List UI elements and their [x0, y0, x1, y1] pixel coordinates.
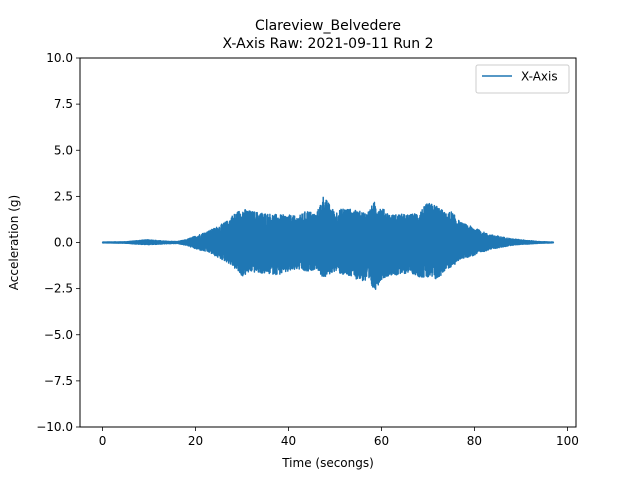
- legend-box: [475, 64, 570, 94]
- chart-title-line2: X-Axis Raw: 2021-09-11 Run 2: [223, 36, 434, 52]
- x-axis-ticks: 0 20 40 60 80 100: [99, 427, 579, 448]
- y-tick-label: 10.0: [46, 51, 73, 65]
- legend-label-x-axis: X-Axis: [521, 70, 558, 84]
- series-layer: [101, 196, 555, 291]
- y-tick-label: −7.5: [44, 374, 73, 388]
- y-tick-label: −2.5: [44, 282, 73, 296]
- chart-title-line1: Clareview_Belvedere: [255, 18, 401, 34]
- y-tick-label: −5.0: [44, 328, 73, 342]
- x-axis-label: Time (secongs): [281, 456, 374, 470]
- series-line-x-axis: [101, 196, 555, 291]
- x-tick-label: 20: [188, 434, 203, 448]
- y-tick-label: 0.0: [54, 236, 73, 250]
- y-tick-label: 7.5: [54, 97, 73, 111]
- x-tick-label: 40: [281, 434, 296, 448]
- y-tick-label: −10.0: [36, 420, 73, 434]
- x-tick-label: 100: [556, 434, 579, 448]
- x-tick-label: 0: [99, 434, 107, 448]
- legend: X-Axis: [475, 64, 570, 94]
- y-axis-ticks: −10.0 −7.5 −5.0 −2.5 0.0 2.5 5.0 7.5 10.0: [36, 51, 80, 434]
- y-tick-label: 5.0: [54, 143, 73, 157]
- y-axis-label: Acceleration (g): [7, 195, 21, 290]
- x-tick-label: 80: [467, 434, 482, 448]
- x-tick-label: 60: [374, 434, 389, 448]
- y-tick-label: 2.5: [54, 189, 73, 203]
